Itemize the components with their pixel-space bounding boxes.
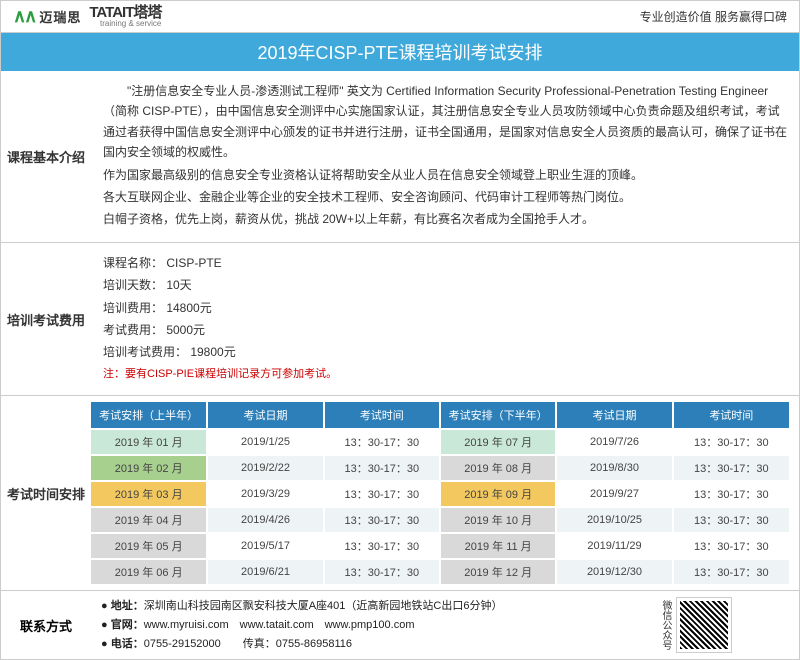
table-cell: 2019 年 09 月 <box>440 481 556 507</box>
table-cell: 13：30-17：30 <box>673 507 789 533</box>
qr-area: 微信公众号 <box>658 591 799 659</box>
table-cell: 2019/3/29 <box>207 481 323 507</box>
section-fee: 培训考试费用 课程名称： CISP-PTE 培训天数： 10天 培训费用： 14… <box>1 243 799 397</box>
page: ∧∧ 迈瑞思 TATAIT塔塔 training & service 专业创造价… <box>0 0 800 660</box>
contact-tel: ● 电话：0755-29152000 传真：0755-86958116 <box>101 635 648 654</box>
section-intro: 课程基本介绍 "注册信息安全专业人员-渗透测试工程师" 英文为 Certifie… <box>1 71 799 243</box>
table-cell: 13：30-17：30 <box>673 429 789 455</box>
contact-addr: ● 地址：深圳南山科技园南区飘安科技大厦A座401（近高新园地铁站C出口6分钟） <box>101 597 648 616</box>
web-label: ● 官网： <box>101 619 144 631</box>
table-cell: 2019/6/21 <box>207 559 323 584</box>
table-row: 2019 年 05 月2019/5/1713：30-17：302019 年 11… <box>91 533 789 559</box>
intro-body: "注册信息安全专业人员-渗透测试工程师" 英文为 Certified Infor… <box>91 71 799 242</box>
fee-label: 培训考试费用 <box>1 243 91 396</box>
section-schedule: 考试时间安排 考试安排（上半年）考试日期考试时间考试安排（下半年）考试日期考试时… <box>1 396 799 591</box>
table-cell: 2019/9/27 <box>556 481 672 507</box>
schedule-body: 考试安排（上半年）考试日期考试时间考试安排（下半年）考试日期考试时间 2019 … <box>91 396 799 590</box>
header: ∧∧ 迈瑞思 TATAIT塔塔 training & service 专业创造价… <box>1 1 799 33</box>
intro-p4: 白帽子资格，优先上岗，薪资从优，挑战 20W+以上年薪，有比赛名次者成为全国抢手… <box>103 209 787 229</box>
table-header-row: 考试安排（上半年）考试日期考试时间考试安排（下半年）考试日期考试时间 <box>91 402 789 429</box>
table-row: 2019 年 02 月2019/2/2213：30-17：302019 年 08… <box>91 455 789 481</box>
table-cell: 13：30-17：30 <box>324 455 440 481</box>
logo2-main: TATAIT塔塔 <box>89 5 161 20</box>
logo-area: ∧∧ 迈瑞思 TATAIT塔塔 training & service <box>13 5 161 28</box>
table-cell: 2019 年 02 月 <box>91 455 207 481</box>
table-cell: 2019 年 07 月 <box>440 429 556 455</box>
table-cell: 13：30-17：30 <box>673 455 789 481</box>
table-header: 考试时间 <box>324 402 440 429</box>
table-header: 考试日期 <box>556 402 672 429</box>
fee-l2: 培训天数： 10天 <box>103 275 787 295</box>
table-row: 2019 年 03 月2019/3/2913：30-17：302019 年 09… <box>91 481 789 507</box>
intro-label: 课程基本介绍 <box>1 71 91 242</box>
table-cell: 2019/5/17 <box>207 533 323 559</box>
table-cell: 2019/2/22 <box>207 455 323 481</box>
table-cell: 13：30-17：30 <box>673 481 789 507</box>
contact-web: ● 官网：www.myruisi.com www.tatait.com www.… <box>101 616 648 635</box>
schedule-table: 考试安排（上半年）考试日期考试时间考试安排（下半年）考试日期考试时间 2019 … <box>91 402 789 584</box>
table-cell: 2019 年 03 月 <box>91 481 207 507</box>
table-cell: 2019 年 06 月 <box>91 559 207 584</box>
table-cell: 13：30-17：30 <box>673 533 789 559</box>
schedule-label: 考试时间安排 <box>1 396 91 590</box>
table-cell: 2019/1/25 <box>207 429 323 455</box>
logo1-text: 迈瑞思 <box>39 7 81 26</box>
qr-label: 微信公众号 <box>658 600 673 650</box>
table-cell: 13：30-17：30 <box>324 533 440 559</box>
table-row: 2019 年 04 月2019/4/2613：30-17：302019 年 10… <box>91 507 789 533</box>
table-cell: 2019/10/25 <box>556 507 672 533</box>
table-cell: 2019 年 10 月 <box>440 507 556 533</box>
table-header: 考试安排（下半年） <box>440 402 556 429</box>
table-header: 考试时间 <box>673 402 789 429</box>
table-cell: 13：30-17：30 <box>324 559 440 584</box>
table-cell: 2019/7/26 <box>556 429 672 455</box>
logo-icon: ∧∧ <box>13 6 35 27</box>
table-cell: 13：30-17：30 <box>324 481 440 507</box>
tel-label: ● 电话： <box>101 638 144 650</box>
logo2-sub: training & service <box>89 20 161 28</box>
section-contact: 联系方式 ● 地址：深圳南山科技园南区飘安科技大厦A座401（近高新园地铁站C出… <box>1 591 799 659</box>
table-row: 2019 年 06 月2019/6/2113：30-17：302019 年 12… <box>91 559 789 584</box>
table-cell: 2019/11/29 <box>556 533 672 559</box>
intro-p1: "注册信息安全专业人员-渗透测试工程师" 英文为 Certified Infor… <box>103 81 787 163</box>
table-cell: 2019/4/26 <box>207 507 323 533</box>
fee-l4: 考试费用： 5000元 <box>103 320 787 340</box>
table-cell: 2019/8/30 <box>556 455 672 481</box>
contact-body: ● 地址：深圳南山科技园南区飘安科技大厦A座401（近高新园地铁站C出口6分钟）… <box>91 591 658 659</box>
table-cell: 2019 年 08 月 <box>440 455 556 481</box>
web-text: www.myruisi.com www.tatait.com www.pmp10… <box>144 619 415 631</box>
logo-tatait: TATAIT塔塔 training & service <box>89 5 161 28</box>
fee-l1: 课程名称： CISP-PTE <box>103 253 787 273</box>
logo-mairuisi: ∧∧ 迈瑞思 <box>13 6 81 27</box>
fee-note: 注：要有CISP-PIE课程培训记录方可参加考试。 <box>103 365 787 384</box>
fee-l3: 培训费用： 14800元 <box>103 298 787 318</box>
fee-body: 课程名称： CISP-PTE 培训天数： 10天 培训费用： 14800元 考试… <box>91 243 799 396</box>
table-cell: 2019 年 01 月 <box>91 429 207 455</box>
table-header: 考试安排（上半年） <box>91 402 207 429</box>
table-cell: 13：30-17：30 <box>324 429 440 455</box>
fee-l5: 培训考试费用： 19800元 <box>103 342 787 362</box>
table-cell: 2019 年 05 月 <box>91 533 207 559</box>
qr-code-icon <box>677 598 731 652</box>
table-row: 2019 年 01 月2019/1/2513：30-17：302019 年 07… <box>91 429 789 455</box>
page-title: 2019年CISP-PTE课程培训考试安排 <box>1 33 799 71</box>
table-cell: 13：30-17：30 <box>673 559 789 584</box>
table-cell: 13：30-17：30 <box>324 507 440 533</box>
slogan: 专业创造价值 服务赢得口碑 <box>640 8 787 25</box>
addr-text: 深圳南山科技园南区飘安科技大厦A座401（近高新园地铁站C出口6分钟） <box>144 600 503 612</box>
intro-p2: 作为国家最高级别的信息安全专业资格认证将帮助安全从业人员在信息安全领域登上职业生… <box>103 165 787 185</box>
table-cell: 2019 年 11 月 <box>440 533 556 559</box>
contact-label: 联系方式 <box>1 591 91 659</box>
intro-p3: 各大互联网企业、金融企业等企业的安全技术工程师、安全咨询顾问、代码审计工程师等热… <box>103 187 787 207</box>
table-cell: 2019 年 12 月 <box>440 559 556 584</box>
table-header: 考试日期 <box>207 402 323 429</box>
table-cell: 2019/12/30 <box>556 559 672 584</box>
tel-text: 0755-29152000 传真：0755-86958116 <box>144 638 352 650</box>
table-cell: 2019 年 04 月 <box>91 507 207 533</box>
addr-label: ● 地址： <box>101 600 144 612</box>
